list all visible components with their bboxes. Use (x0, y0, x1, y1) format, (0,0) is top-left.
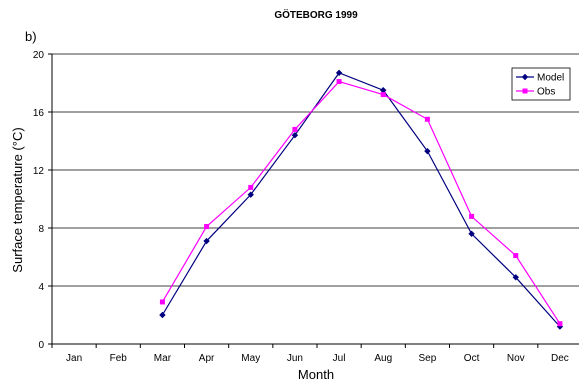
legend-box (511, 67, 571, 101)
x-tick-label: Aug (374, 353, 392, 364)
data-point (336, 79, 342, 85)
y-tick-label: 0 (38, 340, 44, 351)
y-tick-label: 8 (38, 224, 44, 235)
x-tick-label: Jul (333, 353, 346, 364)
x-tick-label: Jan (66, 353, 82, 364)
x-tick-label: Feb (110, 353, 128, 364)
chart-title: GÖTEBORG 1999 (274, 8, 358, 21)
data-point (522, 88, 528, 94)
data-point (468, 230, 475, 237)
data-point (557, 321, 563, 327)
series-layer (159, 69, 564, 330)
panel-label: b) (25, 29, 37, 44)
x-tick-label: Jun (287, 353, 303, 364)
y-axis-title: Surface temperature (°C) (10, 127, 25, 272)
data-point (335, 69, 343, 77)
data-point (159, 311, 166, 319)
x-tick-label: Dec (551, 353, 569, 364)
y-tick-label: 4 (38, 282, 44, 293)
data-point (424, 147, 431, 155)
x-tick-label: Oct (464, 353, 480, 364)
legend-label: Model (537, 73, 564, 84)
data-point (247, 191, 254, 198)
y-tick-label: 12 (33, 166, 45, 177)
gridlines (52, 53, 579, 287)
x-tick-label: Apr (199, 353, 215, 364)
data-point (521, 73, 529, 81)
x-tick-label: May (241, 353, 260, 364)
data-point (204, 224, 210, 230)
data-point (203, 237, 210, 245)
axes: 0 4 8 12 16 20 Jan Feb Mar Apr May Jun Jul Aug Sep Oct N… (33, 50, 579, 364)
x-tick-label: Mar (154, 353, 172, 364)
data-point (291, 132, 299, 139)
data-point (380, 87, 387, 94)
y-tick-label: 16 (33, 108, 45, 119)
data-point (159, 299, 165, 305)
legend-label: Obs (537, 87, 555, 98)
x-tick-label: Nov (507, 353, 525, 364)
data-point (380, 92, 386, 98)
data-point (512, 274, 519, 281)
data-point (292, 126, 298, 132)
data-point (248, 184, 254, 190)
x-axis-title: Month (298, 367, 334, 382)
data-point (513, 253, 519, 259)
legend: Model Obs (511, 67, 571, 101)
data-point (424, 116, 430, 122)
series-line-model (161, 72, 561, 328)
y-tick-label: 20 (33, 50, 45, 61)
series-line-obs (161, 80, 561, 325)
data-point (469, 213, 475, 219)
x-tick-label: Sep (419, 353, 437, 364)
